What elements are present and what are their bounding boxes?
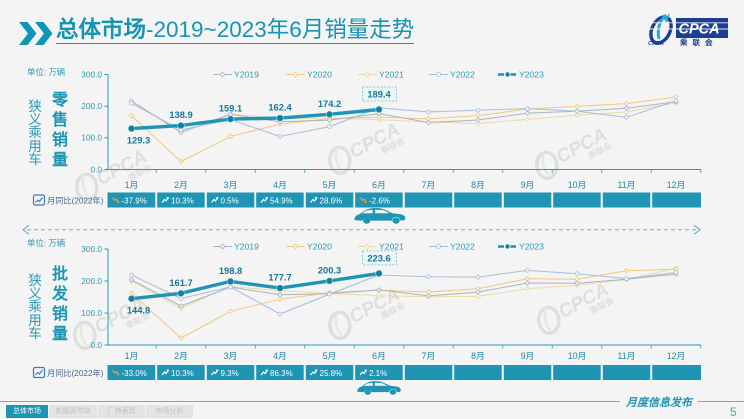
svg-text:Y2020: Y2020 bbox=[307, 70, 332, 80]
svg-text:1月: 1月 bbox=[125, 351, 139, 361]
svg-text:161.7: 161.7 bbox=[169, 278, 192, 288]
svg-text:5月: 5月 bbox=[323, 180, 337, 190]
svg-text:9月: 9月 bbox=[521, 351, 535, 361]
svg-text:9月: 9月 bbox=[521, 180, 535, 190]
svg-text:159.1: 159.1 bbox=[219, 104, 242, 114]
svg-text:198.8: 198.8 bbox=[219, 266, 242, 276]
svg-text:Y2019: Y2019 bbox=[234, 242, 259, 252]
svg-text:8月: 8月 bbox=[471, 351, 485, 361]
svg-text:200.0: 200.0 bbox=[81, 276, 102, 286]
svg-text:174.2: 174.2 bbox=[318, 99, 341, 109]
svg-text:3月: 3月 bbox=[224, 351, 238, 361]
svg-text:1月: 1月 bbox=[125, 180, 139, 190]
svg-text:6月: 6月 bbox=[372, 351, 386, 361]
svg-text:月同比(2022年): 月同比(2022年) bbox=[47, 368, 104, 378]
svg-text:Y2019: Y2019 bbox=[234, 70, 259, 80]
svg-text:Y2021: Y2021 bbox=[379, 70, 404, 80]
svg-text:300.0: 300.0 bbox=[81, 69, 102, 79]
svg-text:177.7: 177.7 bbox=[268, 273, 291, 283]
svg-text:CADA: CADA bbox=[648, 41, 664, 47]
svg-text:300.0: 300.0 bbox=[81, 244, 102, 254]
svg-text:Y2023: Y2023 bbox=[519, 70, 544, 80]
svg-text:5月: 5月 bbox=[323, 351, 337, 361]
svg-text:Y2021: Y2021 bbox=[379, 242, 404, 252]
svg-text:3月: 3月 bbox=[224, 180, 238, 190]
svg-text:100.0: 100.0 bbox=[81, 308, 102, 318]
svg-text:2月: 2月 bbox=[174, 180, 188, 190]
svg-text:10月: 10月 bbox=[568, 351, 587, 361]
svg-text:28.6%: 28.6% bbox=[320, 197, 343, 206]
svg-text:单位: 万辆: 单位: 万辆 bbox=[27, 238, 65, 248]
svg-text:11月: 11月 bbox=[618, 351, 636, 361]
svg-text:200.0: 200.0 bbox=[81, 101, 102, 111]
svg-text:7月: 7月 bbox=[422, 351, 436, 361]
svg-text:8月: 8月 bbox=[471, 180, 485, 190]
svg-text:9.3%: 9.3% bbox=[221, 369, 239, 378]
svg-text:54.9%: 54.9% bbox=[270, 197, 293, 206]
svg-text:138.9: 138.9 bbox=[169, 110, 192, 120]
svg-text:4月: 4月 bbox=[273, 180, 287, 190]
svg-text:129.3: 129.3 bbox=[127, 136, 150, 146]
svg-text:-37.9%: -37.9% bbox=[122, 197, 147, 206]
svg-text:0.0: 0.0 bbox=[90, 164, 102, 174]
svg-text:200.3: 200.3 bbox=[318, 265, 341, 275]
svg-text:10.3%: 10.3% bbox=[171, 369, 194, 378]
svg-text:Y2022: Y2022 bbox=[450, 242, 475, 252]
svg-text:10.3%: 10.3% bbox=[171, 197, 194, 206]
svg-text:Y2020: Y2020 bbox=[307, 242, 332, 252]
svg-text:86.3%: 86.3% bbox=[270, 369, 293, 378]
svg-text:7月: 7月 bbox=[422, 180, 436, 190]
svg-text:223.6: 223.6 bbox=[367, 253, 390, 263]
svg-text:25.8%: 25.8% bbox=[320, 369, 343, 378]
svg-text:189.4: 189.4 bbox=[367, 90, 391, 100]
svg-text:162.4: 162.4 bbox=[268, 103, 292, 113]
svg-text:12月: 12月 bbox=[667, 351, 686, 361]
svg-text:6月: 6月 bbox=[372, 180, 386, 190]
svg-text:11月: 11月 bbox=[618, 180, 636, 190]
svg-text:0.0: 0.0 bbox=[90, 340, 102, 350]
svg-text:单位: 万辆: 单位: 万辆 bbox=[27, 67, 65, 77]
svg-text:12月: 12月 bbox=[667, 180, 686, 190]
svg-text:2月: 2月 bbox=[174, 351, 188, 361]
svg-text:-2.6%: -2.6% bbox=[369, 197, 390, 206]
svg-text:乘联会: 乘联会 bbox=[679, 37, 718, 47]
svg-text:Y2022: Y2022 bbox=[450, 70, 475, 80]
svg-text:2.1%: 2.1% bbox=[369, 369, 387, 378]
svg-text:Y2023: Y2023 bbox=[519, 242, 544, 252]
svg-text:4月: 4月 bbox=[273, 351, 287, 361]
svg-text:100.0: 100.0 bbox=[81, 133, 102, 143]
svg-text:月同比(2022年): 月同比(2022年) bbox=[47, 196, 104, 206]
svg-text:10月: 10月 bbox=[568, 180, 587, 190]
svg-text:-33.0%: -33.0% bbox=[122, 369, 147, 378]
svg-text:CPCA: CPCA bbox=[679, 22, 720, 38]
svg-text:0.5%: 0.5% bbox=[221, 197, 239, 206]
svg-text:144.8: 144.8 bbox=[127, 306, 150, 316]
